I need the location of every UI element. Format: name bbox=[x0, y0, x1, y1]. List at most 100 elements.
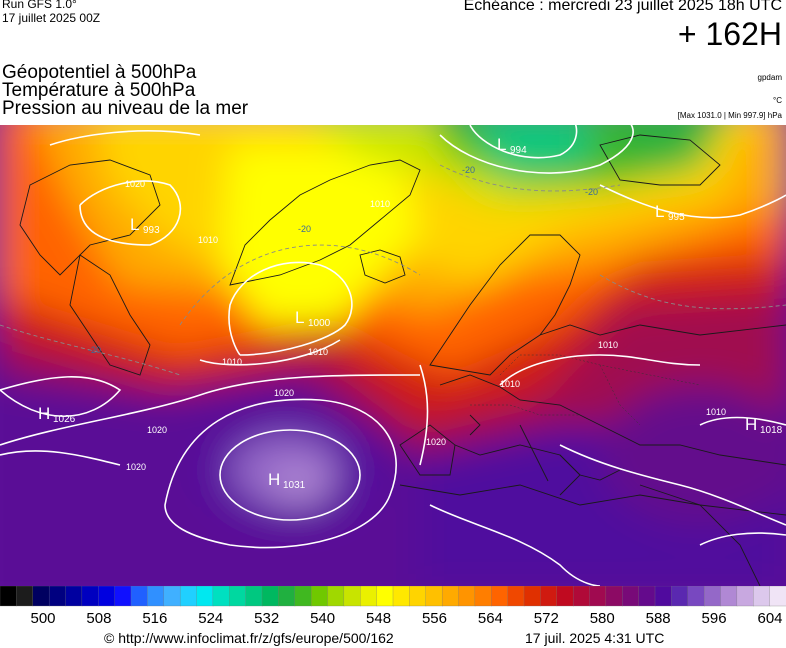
run-date-label: 17 juillet 2025 00Z bbox=[2, 11, 101, 25]
field-title-block: Géopotentiel à 500hPa Température à 500h… bbox=[2, 62, 249, 119]
colorbar-cell bbox=[671, 586, 689, 607]
colorbar-cell bbox=[114, 586, 132, 607]
colorbar-tick-label: 524 bbox=[198, 610, 224, 627]
isobar-label: 1010 bbox=[370, 199, 390, 209]
colorbar-tick-label: 604 bbox=[757, 610, 783, 627]
colorbar-cell bbox=[212, 586, 230, 607]
unit-geopotential: gpdam bbox=[757, 73, 782, 82]
field-title-pressure: Pression au niveau de la mer bbox=[2, 98, 249, 119]
colorbar-cell bbox=[179, 586, 198, 607]
pressure-range-label: [Max 1031.0 | Min 997.9] hPa bbox=[677, 111, 782, 120]
field-title-temperature: Température à 500hPa bbox=[2, 80, 196, 101]
low-center-value: 1000 bbox=[308, 318, 331, 329]
colorbar-cell bbox=[32, 586, 50, 607]
weather-map[interactable]: L 994 L 993 L 1000 L 995 H 1026 H 1031 H… bbox=[0, 125, 786, 586]
isobars bbox=[0, 125, 786, 586]
colorbar-cell bbox=[622, 586, 640, 607]
low-center-letter: L bbox=[655, 202, 664, 221]
colorbar-cell bbox=[425, 586, 443, 607]
run-model-label: Run GFS 1.0° bbox=[2, 0, 77, 11]
colorbar-cell bbox=[229, 586, 247, 607]
isobar-label: 1010 bbox=[706, 407, 726, 417]
forecast-lead-time: + 162H bbox=[677, 16, 782, 52]
forecast-valid-time: Echéance : mercredi 23 juillet 2025 18h … bbox=[463, 0, 782, 14]
colorbar-cell bbox=[572, 586, 591, 607]
colorbar-cell bbox=[48, 586, 67, 607]
isobar-label: 1010 bbox=[222, 357, 242, 367]
colorbar-cell bbox=[638, 586, 656, 607]
colorbar-cell bbox=[703, 586, 722, 607]
colorbar-cell bbox=[130, 586, 149, 607]
temperature-labels: -20 -20 -20 -20 bbox=[88, 165, 598, 355]
high-center-letter: H bbox=[38, 404, 50, 423]
colorbar bbox=[0, 586, 786, 607]
colorbar-cell bbox=[163, 586, 181, 607]
colorbar-cell bbox=[294, 586, 312, 607]
temperature-label: -20 bbox=[88, 345, 101, 355]
colorbar-tick-label: 516 bbox=[142, 610, 168, 627]
colorbar-cell bbox=[605, 586, 623, 607]
low-center-letter: L bbox=[497, 135, 506, 154]
colorbar-tick-label: 556 bbox=[421, 610, 447, 627]
colorbar-cell bbox=[65, 586, 83, 607]
colorbar-cell bbox=[736, 586, 754, 607]
high-center-letter: H bbox=[268, 470, 280, 489]
temperature-label: -20 bbox=[298, 224, 311, 234]
high-center-value: 1018 bbox=[760, 425, 783, 436]
colorbar-cell bbox=[245, 586, 263, 607]
colorbar-cell bbox=[327, 586, 345, 607]
high-center-value: 1026 bbox=[53, 414, 76, 425]
isobar-label: 1020 bbox=[147, 425, 167, 435]
colorbar-cell bbox=[98, 586, 116, 607]
colorbar-tick-label: 564 bbox=[477, 610, 503, 627]
colorbar-cell bbox=[507, 586, 525, 607]
high-center-letter: H bbox=[745, 415, 757, 434]
colorbar-cell bbox=[654, 586, 673, 607]
colorbar-cell bbox=[376, 586, 394, 607]
field-title-geopotential: Géopotentiel à 500hPa bbox=[2, 62, 197, 83]
isobar-label: 1020 bbox=[126, 462, 146, 472]
colorbar-cell bbox=[441, 586, 460, 607]
colorbar-cell bbox=[81, 586, 99, 607]
temperature-label: -20 bbox=[585, 187, 598, 197]
colorbar-cell bbox=[753, 586, 771, 607]
isobar-label: 1020 bbox=[125, 179, 145, 189]
low-center-value: 995 bbox=[668, 212, 685, 223]
low-center-letter: L bbox=[130, 215, 139, 234]
colorbar-cell bbox=[769, 586, 786, 607]
colorbar-tick-label: 540 bbox=[310, 610, 336, 627]
colorbar-tick-label: 500 bbox=[30, 610, 56, 627]
colorbar-cells bbox=[0, 586, 786, 607]
isobar-label: 1010 bbox=[308, 347, 328, 357]
colorbar-cell bbox=[474, 586, 492, 607]
geopotential-field bbox=[0, 125, 786, 586]
colorbar-cell bbox=[278, 586, 296, 607]
high-center-value: 1031 bbox=[283, 480, 306, 491]
colorbar-cell bbox=[409, 586, 427, 607]
colorbar-tick-label: 548 bbox=[366, 610, 392, 627]
temperature-label: -20 bbox=[462, 165, 475, 175]
isotherms bbox=[0, 164, 786, 376]
render-timestamp: 17 juil. 2025 4:31 UTC bbox=[525, 630, 665, 646]
colorbar-cell bbox=[196, 586, 214, 607]
colorbar-cell bbox=[458, 586, 476, 607]
colorbar-cell bbox=[589, 586, 607, 607]
colorbar-cell bbox=[360, 586, 378, 607]
isobar-label: 1010 bbox=[598, 340, 618, 350]
low-center-value: 994 bbox=[510, 145, 527, 156]
colorbar-cell bbox=[16, 586, 34, 607]
low-center-letter: L bbox=[295, 308, 304, 327]
colorbar-cell bbox=[720, 586, 738, 607]
colorbar-cell bbox=[392, 586, 411, 607]
colorbar-cell bbox=[687, 586, 705, 607]
borders bbox=[470, 354, 701, 426]
colorbar-tick-label: 508 bbox=[86, 610, 112, 627]
colorbar-tick-label: 532 bbox=[254, 610, 280, 627]
coastlines bbox=[19, 134, 786, 586]
colorbar-tick-label: 580 bbox=[589, 610, 615, 627]
colorbar-tick-label: 596 bbox=[701, 610, 727, 627]
source-url[interactable]: © http://www.infoclimat.fr/z/gfs/europe/… bbox=[104, 630, 394, 646]
pressure-centers: L 994 L 993 L 1000 L 995 H 1026 H 1031 H… bbox=[38, 135, 783, 491]
colorbar-cell bbox=[261, 586, 280, 607]
colorbar-tick-label: 588 bbox=[645, 610, 671, 627]
